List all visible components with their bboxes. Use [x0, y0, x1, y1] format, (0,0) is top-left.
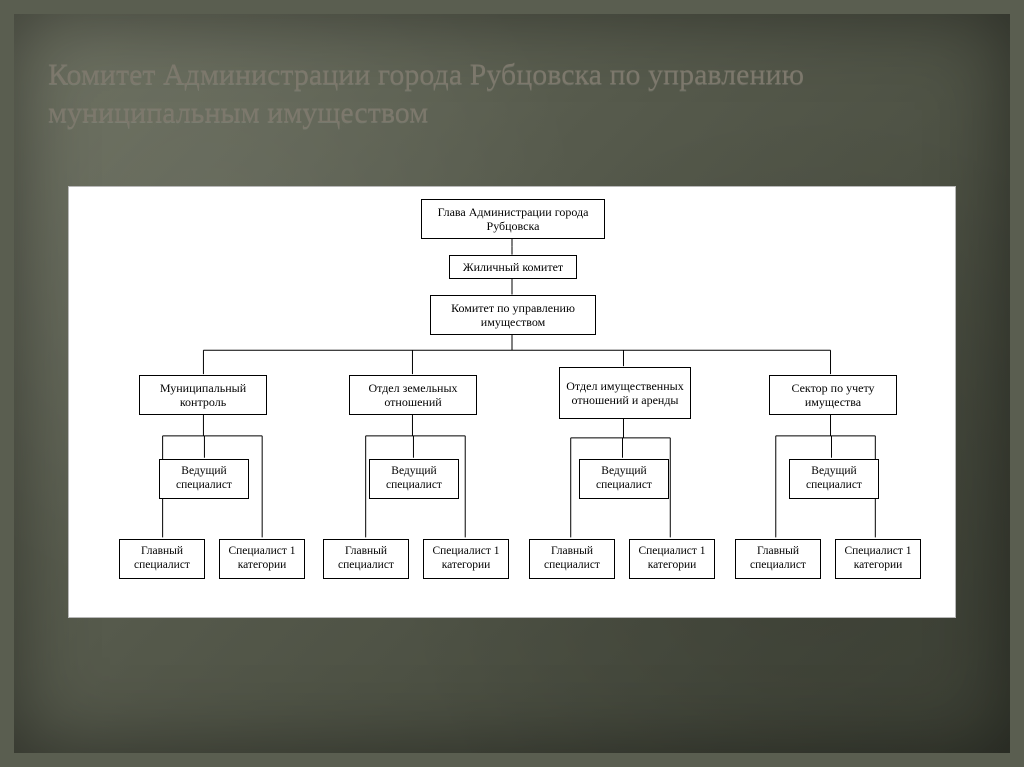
node-property-committee: Комитет по управлению имуществом — [430, 295, 596, 335]
slide: Комитет Администрации города Рубцовска п… — [0, 0, 1024, 767]
node-chief-specialist-3: Главный специалист — [529, 539, 615, 579]
node-lead-specialist-1: Ведущий специалист — [159, 459, 249, 499]
node-chief-specialist-2: Главный специалист — [323, 539, 409, 579]
org-chart-panel: Глава Администрации города Рубцовска Жил… — [68, 186, 956, 618]
node-lead-specialist-3: Ведущий специалист — [579, 459, 669, 499]
node-dept-land-relations: Отдел земельных отношений — [349, 375, 477, 415]
org-chart: Глава Администрации города Рубцовска Жил… — [69, 187, 955, 617]
node-head-admin: Глава Администрации города Рубцовска — [421, 199, 605, 239]
node-chief-specialist-1: Главный специалист — [119, 539, 205, 579]
node-specialist-cat1-2: Специалист 1 категории — [423, 539, 509, 579]
node-specialist-cat1-4: Специалист 1 категории — [835, 539, 921, 579]
node-chief-specialist-4: Главный специалист — [735, 539, 821, 579]
node-specialist-cat1-3: Специалист 1 категории — [629, 539, 715, 579]
node-dept-property-lease: Отдел имущественных отношений и аренды — [559, 367, 691, 419]
node-dept-municipal-control: Муниципальный контроль — [139, 375, 267, 415]
page-title: Комитет Администрации города Рубцовска п… — [48, 56, 976, 131]
node-lead-specialist-2: Ведущий специалист — [369, 459, 459, 499]
node-specialist-cat1-1: Специалист 1 категории — [219, 539, 305, 579]
node-dept-property-accounting: Сектор по учету имущества — [769, 375, 897, 415]
node-lead-specialist-4: Ведущий специалист — [789, 459, 879, 499]
node-housing-committee: Жиличный комитет — [449, 255, 577, 279]
